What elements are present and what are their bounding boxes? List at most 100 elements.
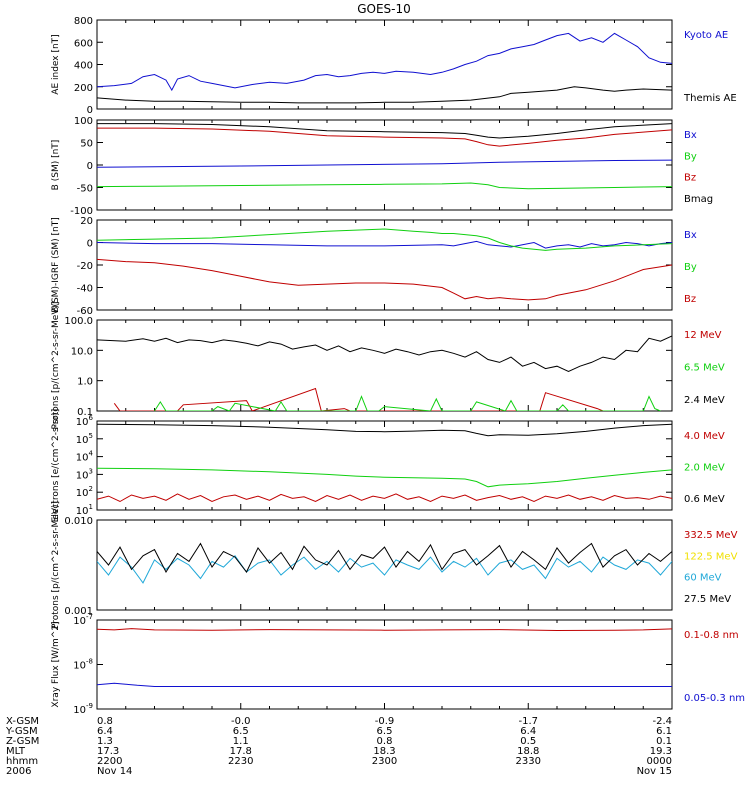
footer-value: Nov 15: [637, 766, 672, 777]
ephemeris-footer: X-GSMY-GSMZ-GSMMLThhmm20060.86.41.317.32…: [5, 716, 672, 777]
panel-5: 106 105 104 103 102 101 Electrons [e/(cm^2-s-s…: [51, 409, 725, 523]
panel-2: 100 50 0 -50 -100 B (SM) [nT] Bx By Bz Bmag: [51, 116, 713, 217]
footer-row-label: Y-GSM: [5, 726, 38, 737]
y-tick-label: 1.0: [77, 377, 93, 388]
y-tick-label: 50: [80, 139, 93, 150]
legend-entry: Kyoto AE: [684, 30, 728, 41]
series-line-0-6-mev: [97, 423, 672, 437]
y-tick-label: 105: [76, 432, 93, 446]
legend-entry: 0.6 MeV: [684, 494, 725, 505]
footer-value: 2300: [372, 756, 397, 767]
series-line-60-mev: [97, 555, 672, 584]
legend-entry: 2.0 MeV: [684, 463, 725, 474]
legend-entry: By: [684, 262, 697, 273]
legend-entry: 2.4 MeV: [684, 395, 725, 406]
panel-frame: [96, 119, 673, 211]
panel-frame: [96, 319, 673, 412]
legend-entry: 0.05-0.3 nm: [684, 693, 745, 704]
y-tick-label: -60: [77, 306, 93, 317]
panel-frame: [96, 219, 673, 311]
series-line-bz: [97, 258, 672, 301]
legend-entry: 27.5 MeV: [684, 594, 731, 605]
legend-entry: By: [684, 151, 697, 162]
footer-value: -1.7: [518, 716, 538, 727]
chart-title: GOES-10: [357, 2, 411, 16]
footer-value: -0.9: [375, 716, 395, 727]
legend-entry: Bx: [684, 130, 697, 141]
footer-row-label: Z-GSM: [6, 736, 39, 747]
footer-value: -0.0: [231, 716, 251, 727]
footer-value: 1.1: [233, 736, 249, 747]
series-line-themis-ae: [97, 86, 672, 104]
legend-entry: 60 MeV: [684, 573, 722, 584]
y-tick-label: 100: [74, 116, 93, 127]
footer-value: 2330: [516, 756, 541, 767]
footer-value: 6.4: [97, 726, 113, 737]
footer-value: 0.5: [520, 736, 536, 747]
y-tick-label: 0.1: [77, 407, 93, 418]
legend-entry: Bz: [684, 294, 696, 305]
legend-entry: 4.0 MeV: [684, 431, 725, 442]
footer-value: 0000: [647, 756, 672, 767]
y-tick-label: 0: [87, 105, 93, 116]
y-tick-label: -40: [77, 284, 93, 295]
series-line-by: [97, 182, 672, 190]
series-line-6-5-mev: [154, 395, 661, 411]
legend-entry: 6.5 MeV: [684, 363, 725, 374]
series-line-0-05-0-3-nm: [97, 682, 672, 687]
series-line-by: [97, 228, 672, 251]
panel-4: 100.0 10.0 1.0 0.1 Protons [p/(cm^2-s-sr-MeV…: [51, 301, 725, 429]
legend-entry: Bmag: [684, 194, 713, 205]
y-tick-label: 20: [80, 216, 93, 227]
y-tick-label: 102: [76, 485, 93, 499]
legend-entry: 122.5 MeV: [684, 551, 738, 562]
panel-3: 20 0 -20 -40 -60 B(SM)-IGRF (SM) [nT] Bx By Bz: [51, 216, 697, 317]
y-axis-label: B(SM)-IGRF (SM) [nT]: [51, 217, 61, 312]
footer-row-label: hhmm: [6, 756, 38, 767]
panel-frame: [96, 619, 673, 710]
y-axis-label: Xray Flux [W/m^2]: [51, 621, 61, 707]
y-tick-label: 100.0: [64, 316, 93, 327]
footer-value: 6.5: [377, 726, 393, 737]
y-tick-label: 0: [87, 239, 93, 250]
y-tick-label: 106: [76, 414, 94, 428]
series-line-bx: [97, 240, 672, 249]
footer-value: 2200: [97, 756, 122, 767]
footer-value: 6.5: [233, 726, 249, 737]
footer-value: 1.3: [97, 736, 113, 747]
footer-row-label: X-GSM: [6, 716, 39, 727]
series-line-kyoto-ae: [97, 32, 672, 92]
y-tick-label: -100: [70, 206, 93, 217]
legend-entry: Themis AE: [683, 93, 737, 104]
series-line-bz: [97, 127, 672, 147]
panel-7: 10-7 10-8 10-9 Xray Flux [W/m^2] 0.1-0.8 nm 0…: [51, 613, 745, 716]
footer-value: 17.3: [97, 746, 119, 757]
y-tick-label: 0.001: [64, 606, 93, 617]
footer-value: 0.8: [377, 736, 393, 747]
footer-value: 0.8: [97, 716, 113, 727]
footer-value: 6.1: [656, 726, 672, 737]
y-tick-label: 0.010: [64, 516, 93, 527]
legend-entry: Bz: [684, 173, 696, 184]
y-tick-label: 10-9: [73, 702, 93, 716]
footer-value: 18.3: [373, 746, 395, 757]
series-line-bmag: [97, 123, 672, 139]
series-line-27-5-mev: [97, 542, 672, 574]
y-tick-label: -50: [77, 184, 93, 195]
y-tick-label: 101: [76, 503, 93, 517]
y-tick-label: -20: [77, 261, 93, 272]
footer-row-label: MLT: [6, 746, 26, 757]
series-line-bx: [97, 159, 672, 168]
series-line-2-4-mev: [97, 335, 672, 373]
footer-value: 18.8: [517, 746, 539, 757]
y-tick-label: 800: [74, 16, 93, 27]
series-line-0-1-0-8-nm: [97, 628, 672, 632]
footer-value: 19.3: [650, 746, 672, 757]
y-tick-label: 200: [74, 83, 93, 94]
y-tick-label: 10-7: [73, 613, 93, 627]
series-line-12-mev: [113, 387, 604, 411]
y-axis-label: Electrons [e/(cm^2-s-sr)]: [51, 409, 61, 523]
y-axis-label: Protons [p/(cm^2-s-sr-MeV)]: [51, 301, 61, 429]
y-tick-label: 0: [87, 161, 93, 172]
